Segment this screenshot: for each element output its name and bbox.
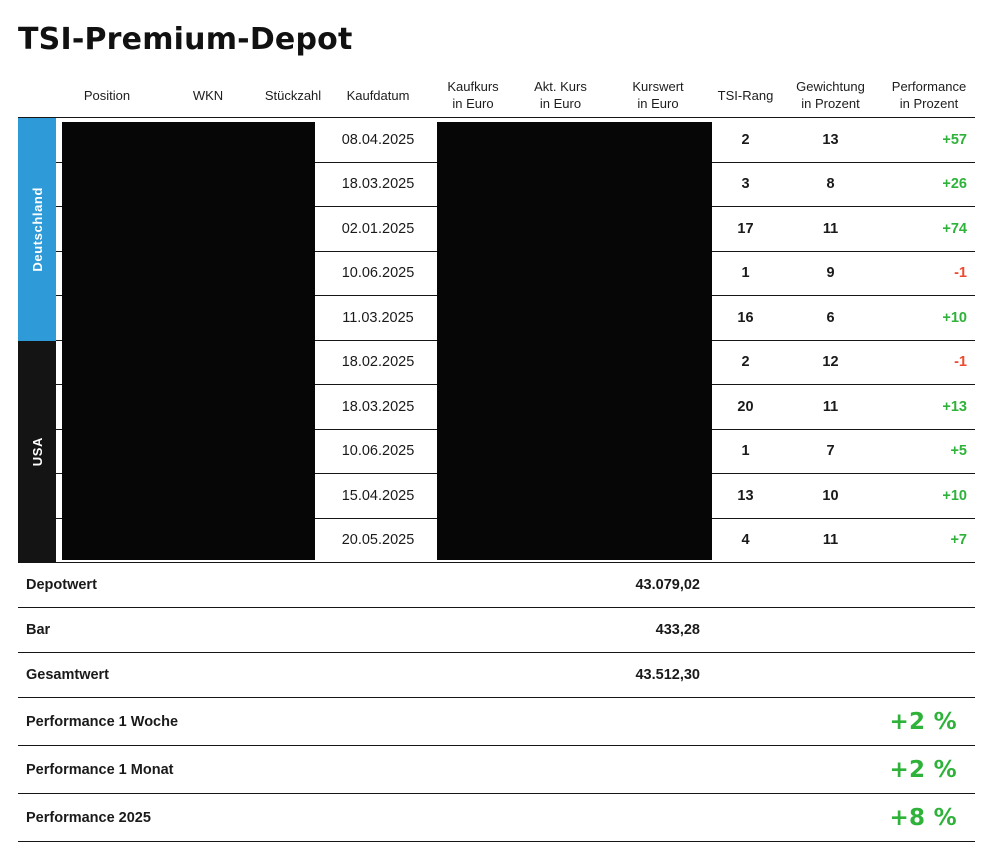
cell-gewichtung: 9 (826, 265, 835, 282)
cell-tsi-rang: 13 (737, 487, 754, 504)
summary-label: Depotwert (26, 577, 97, 593)
cell-gewichtung: 6 (826, 309, 835, 326)
depot-table: Position WKN Stückzahl Kaufdatum Kaufkur… (18, 75, 975, 563)
cell-kaufdatum: 10.06.2025 (341, 443, 415, 460)
cell-performance: +10 (942, 309, 967, 326)
cell-kaufdatum: 15.04.2025 (341, 487, 415, 504)
col-header-gewichtung: Gewichtung in Prozent (796, 79, 865, 111)
cell-kaufdatum: 18.02.2025 (341, 354, 415, 371)
cell-gewichtung: 11 (822, 220, 839, 237)
cell-tsi-rang: 2 (741, 131, 750, 148)
cell-gewichtung: 8 (826, 176, 835, 193)
table-header-row: Position WKN Stückzahl Kaufdatum Kaufkur… (18, 75, 975, 117)
summary-row-gesamtwert: Gesamtwert 43.512,30 (18, 653, 975, 698)
cell-kaufdatum: 10.06.2025 (341, 265, 415, 282)
cell-kaufdatum: 08.04.2025 (341, 131, 415, 148)
summary-value: 433,28 (655, 622, 700, 638)
cell-gewichtung: 11 (822, 532, 839, 549)
summary-row-bar: Bar 433,28 (18, 608, 975, 653)
col-header-performance: Performance in Prozent (891, 79, 967, 111)
col-header-wkn: WKN (192, 87, 224, 103)
cell-performance: +57 (942, 131, 967, 148)
cell-performance: +13 (942, 398, 967, 415)
col-header-kurswert: Kurswert in Euro (632, 79, 684, 111)
performance-value: +8 % (889, 804, 957, 831)
redacted-block-kurse-kurswert (437, 122, 712, 560)
col-header-tsi-rang: TSI-Rang (717, 87, 774, 103)
cell-kaufdatum: 20.05.2025 (341, 532, 415, 549)
cell-performance: +10 (942, 487, 967, 504)
group-label-usa: USA (18, 340, 56, 563)
summary-value: 43.512,30 (635, 667, 700, 683)
cell-tsi-rang: 20 (737, 398, 754, 415)
cell-performance: +5 (950, 443, 967, 460)
cell-performance: +7 (950, 532, 967, 549)
group-label-deutschland: Deutschland (18, 118, 56, 341)
performance-row-2025: Performance 2025 +8 % (18, 794, 975, 842)
performance-row-1-woche: Performance 1 Woche +2 % (18, 698, 975, 746)
cell-performance: -1 (954, 265, 967, 282)
cell-performance: -1 (954, 354, 967, 371)
cell-gewichtung: 10 (822, 487, 839, 504)
col-header-kaufkurs: Kaufkurs in Euro (447, 79, 499, 111)
performance-value: +2 % (889, 756, 957, 783)
cell-kaufdatum: 11.03.2025 (342, 309, 414, 326)
summary-label: Bar (26, 622, 51, 638)
summary-value: 43.079,02 (635, 577, 700, 593)
cell-gewichtung: 7 (826, 443, 835, 460)
redacted-block-position-wkn-stueckzahl (62, 122, 315, 560)
summary-row-depotwert: Depotwert 43.079,02 (18, 563, 975, 608)
cell-performance: +26 (942, 176, 967, 193)
cell-gewichtung: 11 (822, 398, 839, 415)
performance-label: Performance 1 Monat (26, 761, 174, 778)
col-header-position: Position (83, 87, 131, 103)
cell-performance: +74 (942, 220, 967, 237)
cell-gewichtung: 12 (822, 354, 839, 371)
cell-gewichtung: 13 (822, 131, 839, 148)
group-label-text: Deutschland (29, 186, 45, 272)
performance-label: Performance 1 Woche (26, 713, 179, 730)
performance-section: Performance 1 Woche +2 % Performance 1 M… (18, 698, 975, 842)
cell-tsi-rang: 1 (741, 443, 750, 460)
page-title: TSI-Premium-Depot (18, 22, 353, 57)
performance-label: Performance 2025 (26, 809, 151, 826)
cell-kaufdatum: 18.03.2025 (341, 398, 415, 415)
col-header-akt-kurs: Akt. Kurs in Euro (534, 79, 587, 111)
cell-tsi-rang: 1 (741, 265, 750, 282)
performance-row-1-monat: Performance 1 Monat +2 % (18, 746, 975, 794)
performance-value: +2 % (889, 708, 957, 735)
cell-tsi-rang: 16 (737, 309, 754, 326)
cell-tsi-rang: 2 (741, 354, 750, 371)
col-header-kaufdatum: Kaufdatum (346, 87, 410, 103)
summary-section: Depotwert 43.079,02 Bar 433,28 Gesamtwer… (18, 563, 975, 698)
cell-tsi-rang: 3 (741, 176, 750, 193)
cell-tsi-rang: 4 (741, 532, 750, 549)
cell-kaufdatum: 18.03.2025 (341, 176, 415, 193)
summary-label: Gesamtwert (26, 667, 110, 683)
table-body: 08.04.2025 2 13 +57 18.03.2025 3 8 +26 0… (18, 117, 975, 563)
table-row: 20.05.2025 4 11 +7 (18, 519, 975, 563)
group-label-text: USA (29, 437, 45, 467)
col-header-stueckzahl: Stückzahl (264, 87, 322, 103)
cell-kaufdatum: 02.01.2025 (341, 220, 415, 237)
cell-tsi-rang: 17 (737, 220, 754, 237)
